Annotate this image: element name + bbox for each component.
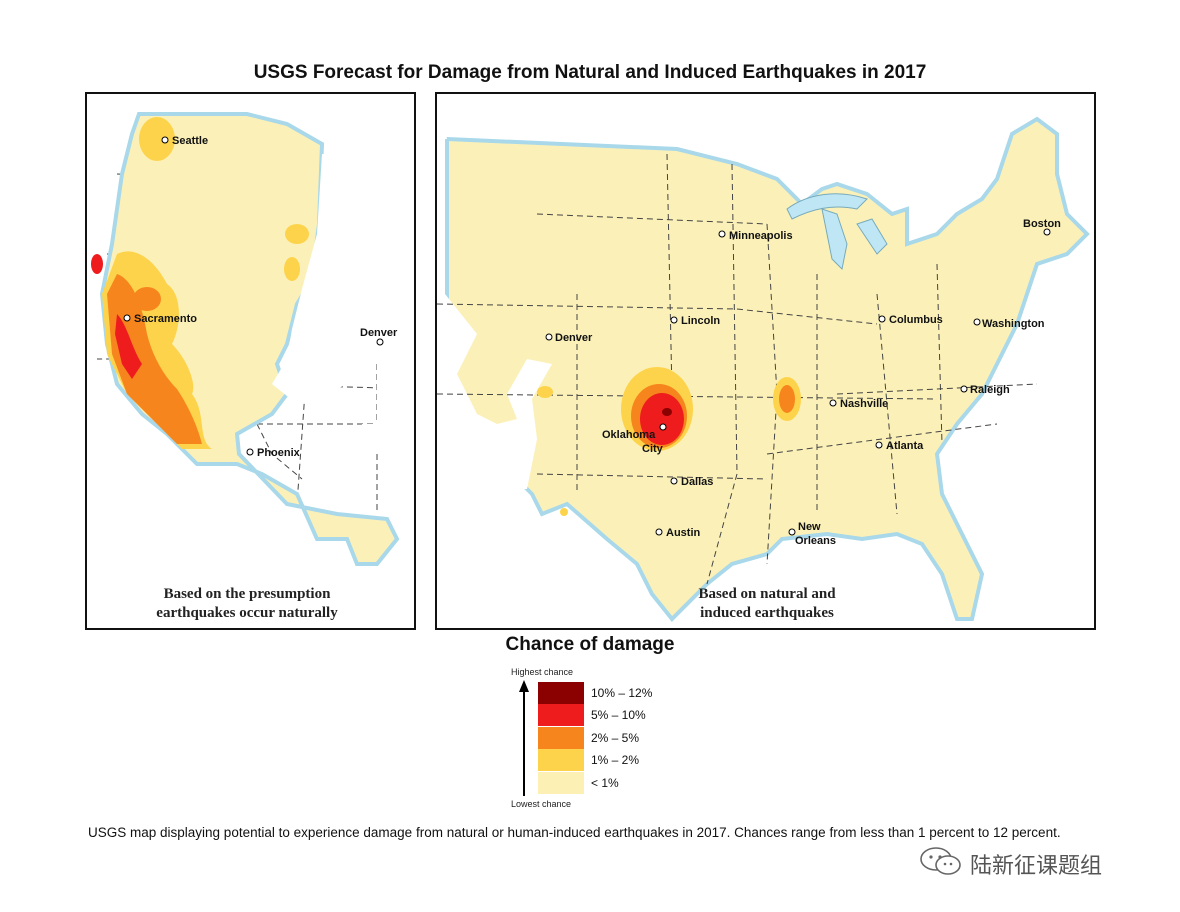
west-city-markers: Seattle Sacramento Denver Phoenix	[123, 135, 398, 459]
city-label-austin: Austin	[666, 527, 701, 539]
west-caption-line1: Based on the presumption	[163, 586, 331, 602]
city-label-minneapolis: Minneapolis	[729, 230, 793, 242]
city-label-oklahoma: Oklahoma	[602, 429, 656, 441]
city-label-boston: Boston	[1023, 218, 1061, 230]
city-label-washington: Washington	[982, 318, 1045, 330]
legend-swatch	[538, 704, 584, 727]
us-caption-line1: Based on natural and	[698, 586, 836, 602]
city-label-oklahoma-city: City	[642, 443, 664, 455]
city-label-orleans: Orleans	[795, 535, 836, 547]
city-label-dallas: Dallas	[681, 476, 713, 488]
watermark-text: 陆新征课题组	[970, 854, 1103, 879]
city-label-lincoln: Lincoln	[681, 315, 720, 327]
legend-swatch	[538, 771, 584, 794]
legend-item: 1% – 2%	[538, 749, 778, 772]
city-label-denver-west: Denver	[360, 327, 398, 339]
city-label-nashville: Nashville	[840, 398, 888, 410]
legend-top-label: Highest chance	[511, 667, 574, 677]
city-label-columbus: Columbus	[889, 314, 943, 326]
us-land-area	[444, 116, 1090, 622]
legend-swatch	[538, 749, 584, 772]
footer-note: USGS map displaying potential to experie…	[88, 825, 1061, 840]
us-map: Minneapolis Boston Denver Lincoln Columb…	[437, 94, 1090, 622]
legend-swatch	[538, 682, 584, 704]
us-map-panel: Minneapolis Boston Denver Lincoln Columb…	[435, 92, 1096, 630]
west-map: Seattle Sacramento Denver Phoenix	[91, 112, 414, 566]
legend-label: 1% – 2%	[591, 753, 640, 768]
city-label-sacramento: Sacramento	[134, 313, 197, 325]
city-label-raleigh: Raleigh	[970, 384, 1010, 396]
city-label-phoenix: Phoenix	[257, 447, 301, 459]
legend-label: 2% – 5%	[591, 730, 640, 745]
legend-item: 10% – 12%	[538, 682, 778, 704]
legend-arrow-icon	[519, 680, 529, 796]
map-title: USGS Forecast for Damage from Natural an…	[253, 62, 927, 83]
city-label-atlanta: Atlanta	[886, 440, 924, 452]
city-label-new: New	[798, 521, 821, 533]
legend-label: < 1%	[591, 775, 619, 790]
legend-item: 5% – 10%	[538, 704, 778, 727]
legend-item: 2% – 5%	[538, 726, 778, 749]
great-lakes	[786, 193, 888, 271]
legend-label: 5% – 10%	[591, 708, 646, 723]
wechat-icon	[920, 847, 961, 875]
us-hazard-zones	[537, 367, 801, 516]
city-label-denver: Denver	[555, 332, 593, 344]
watermark: 陆新征课题组	[918, 846, 1148, 879]
legend-title: Chance of damage	[505, 634, 675, 655]
west-hazard-zones	[91, 117, 309, 449]
us-caption-line2: induced earthquakes	[700, 605, 834, 621]
legend-swatch	[538, 726, 584, 749]
west-caption-line2: earthquakes occur naturally	[156, 605, 338, 621]
legend-item: < 1%	[538, 771, 778, 794]
legend-label: 10% – 12%	[591, 686, 653, 700]
city-label-seattle: Seattle	[172, 135, 208, 147]
legend-bottom-label: Lowest chance	[511, 799, 572, 809]
west-caption: Based on the presumption earthquakes occ…	[117, 585, 377, 623]
us-caption: Based on natural and induced earthquakes	[637, 585, 897, 623]
west-map-panel: Seattle Sacramento Denver Phoenix Based …	[85, 92, 416, 630]
us-city-markers: Minneapolis Boston Denver Lincoln Columb…	[545, 218, 1061, 547]
